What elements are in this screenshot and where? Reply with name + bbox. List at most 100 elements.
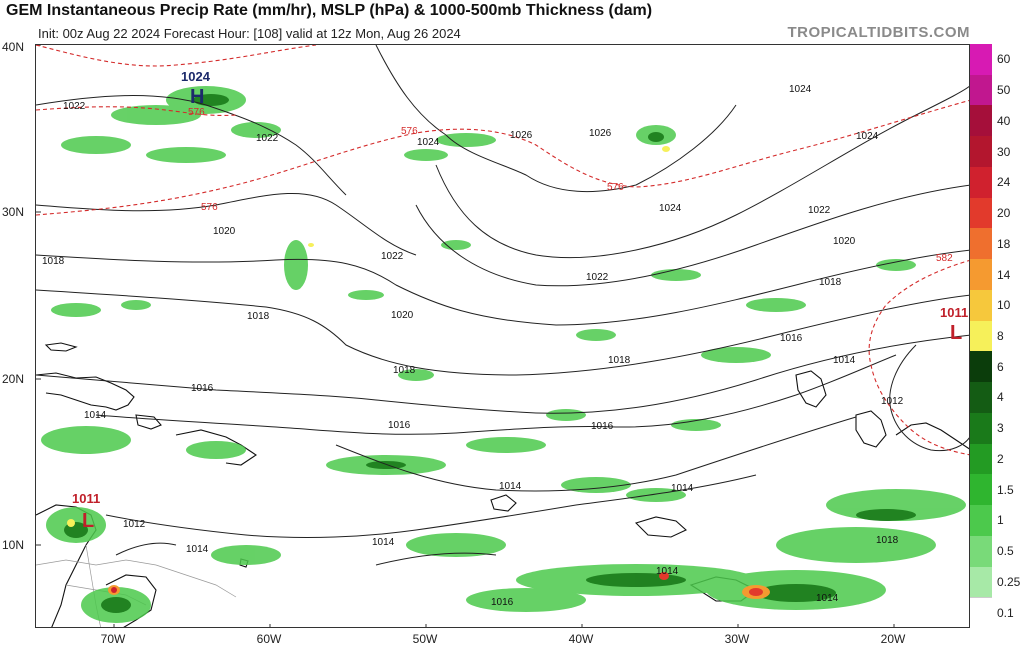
isobar-label: 1018 — [608, 355, 631, 366]
colorbar-label: 1 — [997, 513, 1004, 528]
isobar-label: 1014 — [372, 537, 395, 548]
colorbar-label: 0.25 — [997, 574, 1021, 589]
colorbar-swatch — [970, 535, 992, 568]
thickness-labels: 576 576 576 576 582 — [188, 107, 953, 264]
lat-label-30n: 30N — [2, 205, 25, 219]
precip-moderate — [64, 94, 916, 613]
isobar-label: 1022 — [256, 133, 279, 144]
colorbar-label: 60 — [997, 52, 1011, 67]
precip-light — [41, 86, 966, 623]
colorbar-swatch — [970, 74, 992, 106]
lon-label-70w: 70W — [100, 632, 126, 646]
isobar-label: 1014 — [84, 410, 107, 421]
colorbar-swatch — [970, 259, 992, 291]
isobar-label: 1018 — [393, 365, 416, 376]
isobar-label: 1020 — [213, 226, 236, 237]
colorbar-swatch — [970, 505, 992, 537]
isobar-label: 1026 — [589, 128, 612, 139]
lon-label-60w: 60W — [256, 632, 282, 646]
colorbar-label: 3 — [997, 421, 1004, 436]
lat-label-40n: 40N — [2, 40, 25, 54]
isobar-labels: 1022 1022 1024 1026 1026 1024 1024 1024 … — [42, 84, 904, 608]
thickness-label: 576 — [201, 202, 218, 213]
colorbar-swatch — [970, 412, 992, 445]
isobar-label: 1014 — [186, 544, 209, 555]
isobar-label: 1018 — [819, 277, 842, 288]
colorbar-label: 0.1 — [997, 605, 1014, 620]
colorbar-label: 1.5 — [997, 482, 1014, 497]
isobar-label: 1022 — [381, 251, 404, 262]
isobar-label: 1016 — [191, 383, 214, 394]
colorbar-label: 18 — [997, 236, 1011, 251]
colorbar-swatch — [970, 44, 992, 76]
isobars — [36, 45, 969, 566]
isobar-label: 1024 — [856, 131, 879, 142]
lat-label-20n: 20N — [2, 372, 25, 386]
isobar-label: 1022 — [63, 101, 86, 112]
precip-colorbar — [970, 44, 992, 630]
colorbar-swatch — [970, 320, 992, 352]
lon-label-50w: 50W — [412, 632, 438, 646]
colorbar-label: 20 — [997, 206, 1011, 221]
isobar-label: 1014 — [833, 355, 856, 366]
map-subtitle: Init: 00z Aug 22 2024 Forecast Hour: [10… — [38, 26, 461, 41]
low-pressure-east-value: 1011 — [940, 305, 968, 320]
isobar-label: 1022 — [808, 205, 831, 216]
isobar-label: 1016 — [780, 333, 803, 344]
isobar-label: 1018 — [247, 311, 270, 322]
thickness-label: 576 — [401, 126, 418, 137]
site-credit: TROPICALTIDBITS.COM — [787, 24, 970, 41]
colorbar-label: 6 — [997, 359, 1004, 374]
thickness-contours — [36, 45, 969, 456]
lon-label-30w: 30W — [724, 632, 750, 646]
colorbar-swatch — [970, 474, 992, 506]
isobar-label: 1016 — [591, 421, 614, 432]
pressure-systems: 1024 H 1011 L 1011 L — [72, 69, 968, 532]
colorbar-label: 24 — [997, 175, 1011, 190]
colorbar-swatch — [970, 351, 992, 383]
isobar-label: 1014 — [671, 483, 694, 494]
low-pressure-west-letter: L — [82, 510, 94, 532]
colorbar-label: 40 — [997, 113, 1011, 128]
low-pressure-west-value: 1011 — [72, 491, 100, 506]
colorbar-label: 4 — [997, 390, 1004, 405]
map-title: GEM Instantaneous Precip Rate (mm/hr), M… — [6, 2, 653, 19]
lat-label-10n: 10N — [2, 538, 25, 552]
colorbar-label: 30 — [997, 144, 1011, 159]
colorbar-label: 14 — [997, 267, 1011, 282]
map-canvas: 1022 1022 1024 1026 1026 1024 1024 1024 … — [36, 45, 969, 627]
colorbar-swatch — [970, 228, 992, 260]
isobar-label: 1016 — [388, 420, 411, 431]
weather-map[interactable]: 1022 1022 1024 1026 1026 1024 1024 1024 … — [35, 44, 970, 628]
axis-ticks — [36, 45, 895, 627]
isobar-label: 1018 — [42, 256, 65, 267]
isobar-label: 1014 — [656, 566, 679, 577]
thickness-label: 576 — [607, 182, 624, 193]
isobar-label: 1024 — [789, 84, 812, 95]
isobar-label: 1024 — [659, 203, 682, 214]
precip-heavy — [67, 146, 770, 599]
isobar-label: 1024 — [417, 137, 440, 148]
colorbar-label: 50 — [997, 83, 1011, 98]
colorbar-swatch — [970, 382, 992, 414]
colorbar-swatch — [970, 566, 992, 598]
colorbar-label: 0.5 — [997, 544, 1014, 559]
isobar-label: 1016 — [491, 597, 514, 608]
colorbar-swatch — [970, 166, 992, 199]
isobar-label: 1012 — [881, 396, 904, 407]
isobar-label: 1014 — [499, 481, 522, 492]
colorbar-label: 8 — [997, 329, 1004, 343]
isobar-label: 1022 — [586, 272, 609, 283]
thickness-label: 582 — [936, 253, 953, 264]
colorbar-swatch — [970, 597, 992, 630]
isobar-label: 1018 — [876, 535, 899, 546]
colorbar-swatch — [970, 289, 992, 322]
high-pressure-value: 1024 — [181, 69, 211, 84]
lon-label-20w: 20W — [880, 632, 906, 646]
colorbar-swatch — [970, 197, 992, 229]
colorbar-label: 2 — [997, 451, 1004, 466]
lon-label-40w: 40W — [568, 632, 594, 646]
low-pressure-east-letter: L — [950, 322, 962, 344]
isobar-label: 1020 — [391, 310, 414, 321]
colorbar-swatch — [970, 136, 992, 168]
